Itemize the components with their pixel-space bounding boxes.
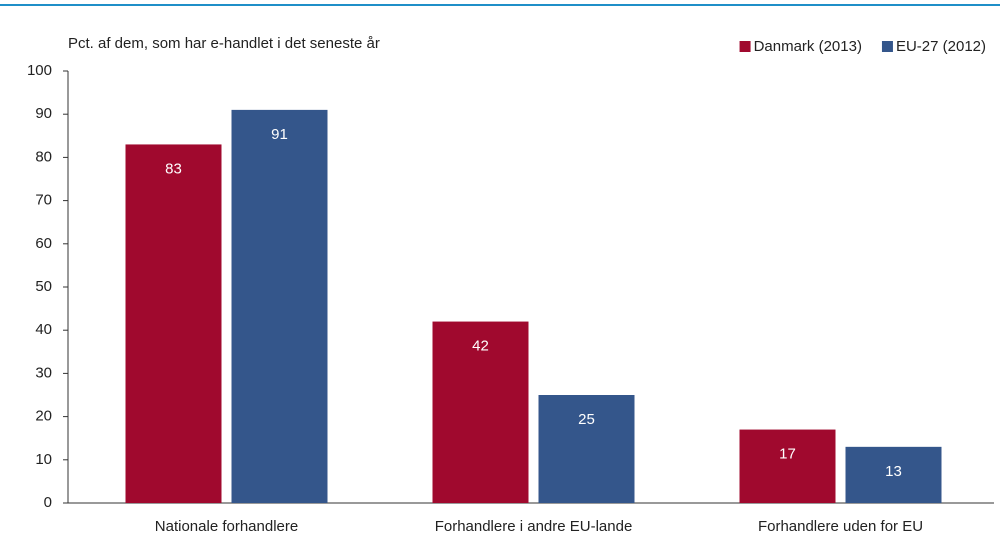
y-tick-label: 70 — [35, 192, 52, 209]
value-label: 25 — [578, 411, 595, 428]
x-tick-label: Forhandlere uden for EU — [758, 518, 923, 535]
y-tick-label: 0 — [44, 494, 52, 511]
value-label: 91 — [271, 126, 288, 143]
value-label: 17 — [779, 446, 796, 463]
x-tick-label: Nationale forhandlere — [155, 518, 298, 535]
value-label: 13 — [885, 463, 902, 480]
y-tick-label: 10 — [35, 451, 52, 468]
y-tick-label: 40 — [35, 321, 52, 338]
legend-label: EU-27 (2012) — [896, 38, 986, 55]
legend-swatch — [739, 41, 751, 52]
y-axis-label: Pct. af dem, som har e-handlet i det sen… — [68, 35, 380, 52]
legend-swatch — [881, 41, 893, 52]
y-tick-label: 60 — [35, 235, 52, 252]
y-tick-label: 90 — [35, 105, 52, 122]
y-tick-label: 20 — [35, 408, 52, 425]
legend-label: Danmark (2013) — [754, 38, 862, 55]
value-label: 42 — [472, 338, 489, 355]
y-tick-label: 50 — [35, 278, 52, 295]
bar — [739, 429, 836, 503]
bar — [538, 395, 635, 503]
bar — [231, 109, 328, 503]
value-label: 83 — [165, 160, 182, 177]
bar — [845, 446, 942, 503]
bar — [125, 144, 222, 503]
y-tick-label: 30 — [35, 364, 52, 381]
x-tick-label: Forhandlere i andre EU-lande — [435, 518, 633, 535]
bar — [432, 321, 529, 503]
y-tick-label: 80 — [35, 148, 52, 165]
y-tick-label: 100 — [27, 62, 52, 79]
